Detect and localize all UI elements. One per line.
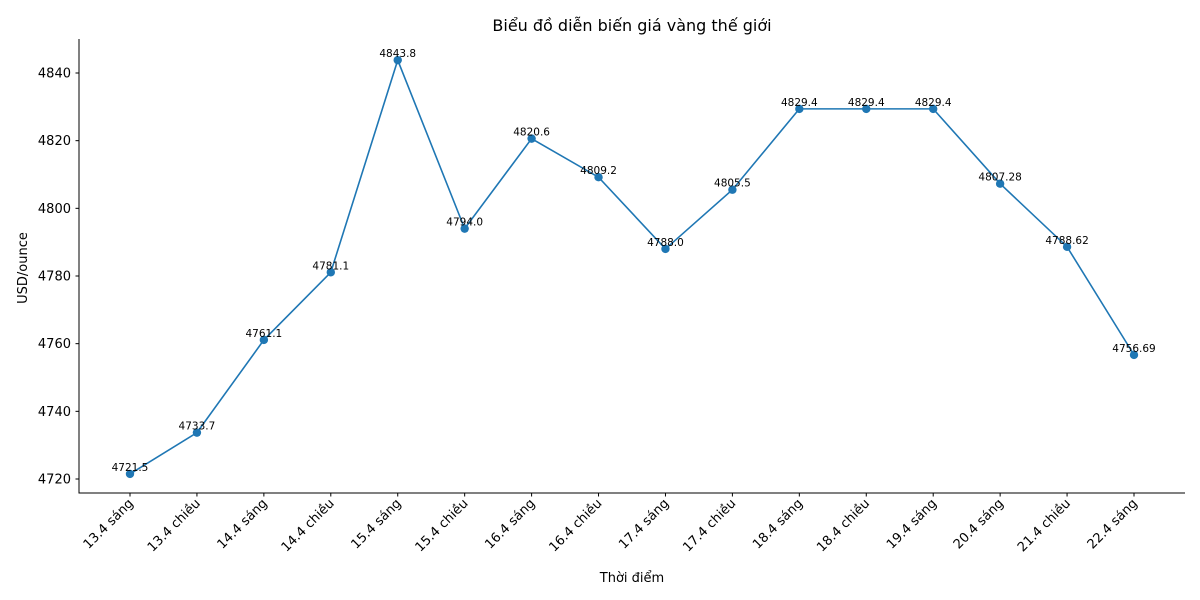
data-point <box>1129 350 1139 360</box>
y-tick-label: 4740 <box>38 405 71 420</box>
x-tick-label: 22.4 sáng <box>1085 496 1141 552</box>
x-tick-label: 19.4 sáng <box>884 496 940 552</box>
y-tick-label: 4820 <box>38 134 71 149</box>
x-tick-label: 15.4 chiều <box>413 496 472 555</box>
chart-title: Biểu đồ diễn biến giá vàng thế giới <box>492 16 771 35</box>
data-point <box>125 469 135 479</box>
data-label: 4721.5 <box>112 462 149 474</box>
series-line <box>129 57 1135 475</box>
data-point <box>460 224 469 233</box>
x-tick-label: 13.4 chiều <box>145 496 204 555</box>
x-tick-label: 16.4 chiều <box>546 496 605 555</box>
data-point <box>594 173 603 182</box>
data-label: 4756.69 <box>1112 343 1155 355</box>
data-label: 4829.4 <box>781 97 818 109</box>
data-label: 4805.5 <box>714 178 751 190</box>
data-point <box>862 104 871 114</box>
y-tick-label: 4780 <box>38 270 71 285</box>
data-label: 4794.0 <box>446 217 483 229</box>
data-label: 4733.7 <box>179 421 216 433</box>
data-point <box>929 104 938 114</box>
data-label: 4843.8 <box>379 48 416 60</box>
x-tick-label: 16.4 sáng <box>482 496 538 552</box>
y-tick-label: 4760 <box>38 337 71 352</box>
data-label: 4788.62 <box>1045 235 1088 247</box>
data-label: 4820.6 <box>513 127 550 139</box>
data-point <box>527 134 536 143</box>
data-point <box>192 428 202 437</box>
y-tick-label: 4800 <box>38 202 71 217</box>
x-tick-label: 14.4 sáng <box>215 496 271 552</box>
plot-area: 4721.5 4733.7 4761.1 4781.1 4843.8 4794.0 4820… <box>112 48 1156 479</box>
x-tick-label: 18.4 chiều <box>814 496 873 555</box>
x-tick-label: 13.4 sáng <box>81 496 137 552</box>
data-point <box>728 185 737 194</box>
data-label: 4809.2 <box>580 165 617 177</box>
x-tick-label: 21.4 chiều <box>1015 496 1074 555</box>
x-axis-ticks: 13.4 sáng 13.4 chiều 14.4 sáng 14.4 chiều 15… <box>81 493 1141 555</box>
x-tick-label: 17.4 chiều <box>680 496 739 555</box>
data-point <box>393 55 402 65</box>
y-tick-label: 4720 <box>38 473 71 488</box>
x-tick-label: 17.4 sáng <box>616 496 672 552</box>
y-tick-label: 4840 <box>38 67 71 82</box>
x-tick-label: 18.4 sáng <box>750 496 806 552</box>
data-point <box>661 244 670 254</box>
x-tick-label: 20.4 sáng <box>951 496 1007 552</box>
data-label: 4761.1 <box>245 328 282 340</box>
data-point <box>795 104 804 114</box>
data-point <box>1062 242 1072 252</box>
data-point <box>326 268 335 277</box>
data-point <box>259 335 269 345</box>
x-tick-label: 14.4 chiều <box>279 496 338 555</box>
x-axis-label: Thời điểm <box>599 571 664 586</box>
x-tick-label: 15.4 sáng <box>348 496 404 552</box>
y-axis-ticks: 4720 4740 4760 4780 4800 4820 4840 <box>38 67 79 488</box>
y-axis-label: USD/ounce <box>16 232 31 304</box>
data-point <box>995 179 1005 188</box>
data-label: 4807.28 <box>978 172 1021 184</box>
data-label: 4781.1 <box>312 260 349 272</box>
data-label: 4788.0 <box>647 237 684 249</box>
data-label: 4829.4 <box>915 97 952 109</box>
data-label: 4829.4 <box>848 97 885 109</box>
